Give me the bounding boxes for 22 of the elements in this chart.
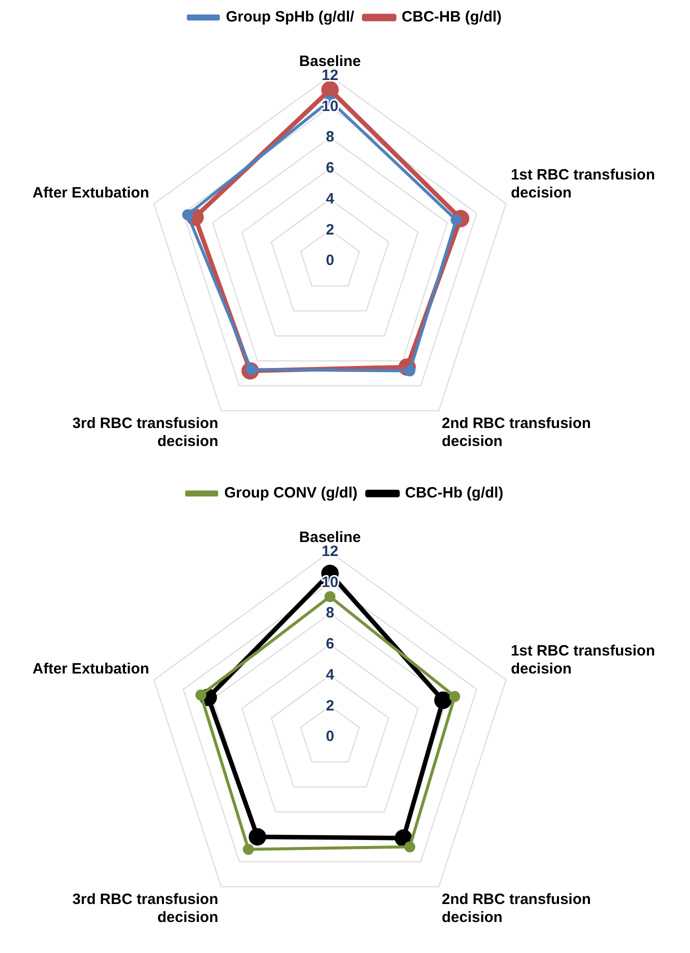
y-tick-label: 2: [326, 221, 334, 238]
y-tick-label: 6: [326, 160, 334, 177]
y-tick-label: 0: [326, 728, 334, 746]
y-tick-label: 8: [326, 604, 334, 622]
y-tick-label: 2: [326, 697, 334, 714]
y-tick-label: 4: [326, 190, 335, 208]
spoke-label: 2nd RBC transfusion decision: [442, 414, 591, 450]
spoke-label: After Extubation: [32, 184, 150, 202]
legend-label: Group CONV (g/dl): [224, 484, 358, 502]
spoke-label: 1st RBC transfusion decision: [510, 642, 656, 678]
y-tick-label: 8: [326, 128, 334, 146]
y-tick-label: 6: [326, 636, 334, 653]
spoke-label: 3rd RBC transfusion decision: [72, 414, 218, 450]
spoke-label: 3rd RBC transfusion decision: [72, 890, 218, 926]
legend-label: CBC-HB (g/dl): [402, 8, 502, 26]
y-tick-label: 4: [326, 666, 335, 684]
y-tick-label: 0: [326, 252, 334, 270]
legend-label: CBC-Hb (g/dl): [405, 484, 504, 502]
spoke-label: After Extubation: [32, 660, 150, 678]
spoke-label: 2nd RBC transfusion decision: [442, 890, 591, 926]
legend-label: Group SpHb (g/dl/: [226, 8, 355, 26]
spoke-label: 1st RBC transfusion decision: [510, 166, 656, 202]
